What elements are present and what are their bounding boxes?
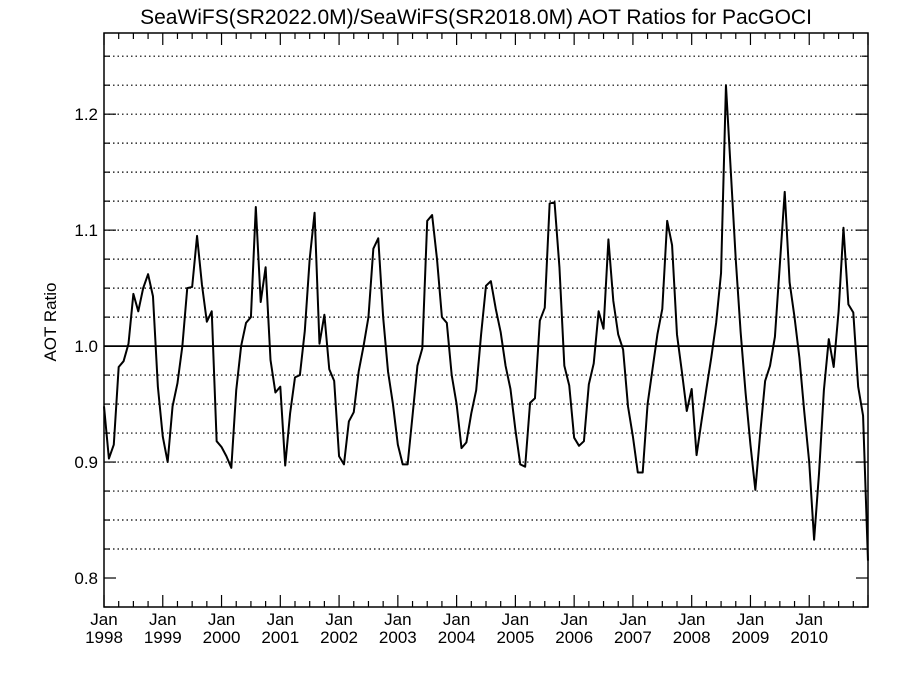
x-tick-year-label: 2004: [438, 628, 476, 647]
x-tick-month-label: Jan: [737, 610, 764, 629]
x-tick-year-label: 2009: [732, 628, 770, 647]
x-tick-month-label: Jan: [90, 610, 117, 629]
series-layer: [103, 84, 869, 561]
x-tick-year-label: 2006: [555, 628, 593, 647]
x-tick-month-label: Jan: [208, 610, 235, 629]
x-tick-month-label: Jan: [619, 610, 646, 629]
y-tick-label: 1.1: [74, 221, 98, 240]
x-tick-month-label: Jan: [325, 610, 352, 629]
x-tick-year-label: 2000: [203, 628, 241, 647]
x-tick-year-label: 2003: [379, 628, 417, 647]
y-tick-label: 1.0: [74, 337, 98, 356]
y-tick-label: 0.9: [74, 453, 98, 472]
chart-title: SeaWiFS(SR2022.0M)/SeaWiFS(SR2018.0M) AO…: [140, 6, 812, 29]
x-tick-year-label: 2007: [614, 628, 652, 647]
series-line: [103, 84, 869, 561]
x-tick-year-label: 2001: [261, 628, 299, 647]
x-tick-year-label: 2005: [496, 628, 534, 647]
x-tick-year-label: 1998: [85, 628, 123, 647]
y-ticks: 0.8 0.9 1.0 1.1 1.2: [74, 55, 868, 608]
x-tick-month-label: Jan: [443, 610, 470, 629]
y-axis-label: AOT Ratio: [41, 282, 60, 361]
x-tick-month-label: Jan: [560, 610, 587, 629]
x-tick-year-label: 2010: [790, 628, 828, 647]
y-tick-label: 1.2: [74, 105, 98, 124]
x-tick-month-label: Jan: [267, 610, 294, 629]
x-tick-month-label: Jan: [384, 610, 411, 629]
x-tick-year-label: 1999: [144, 628, 182, 647]
x-ticks: Jan1998Jan1999Jan2000Jan2001Jan2002Jan20…: [85, 33, 869, 647]
plot-frame: [103, 32, 869, 608]
x-tick-year-label: 2002: [320, 628, 358, 647]
x-tick-year-label: 2008: [673, 628, 711, 647]
x-tick-month-label: Jan: [678, 610, 705, 629]
y-tick-label: 0.8: [74, 569, 98, 588]
x-tick-month-label: Jan: [149, 610, 176, 629]
x-tick-month-label: Jan: [796, 610, 823, 629]
x-tick-month-label: Jan: [502, 610, 529, 629]
